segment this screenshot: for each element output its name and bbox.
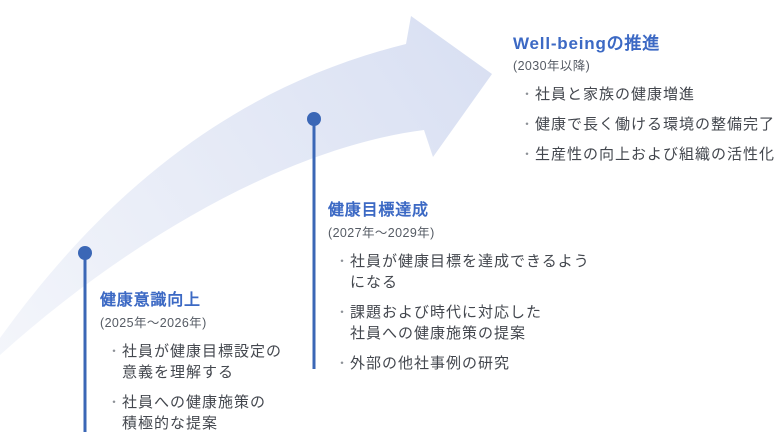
- bullet-item: ・ 健康で長く働ける環境の整備完了: [521, 114, 775, 135]
- arrow-swoosh: [0, 16, 492, 355]
- bullet-item: ・ 外部の他社事例の研究: [336, 353, 590, 374]
- bullet-text: 外部の他社事例の研究: [350, 355, 511, 372]
- bullet-text: 社員への健康施策の 積極的な提案: [122, 394, 267, 432]
- bullet-item: ・ 社員が健康目標を達成できるよう になる: [336, 251, 590, 293]
- bullet-icon: ・: [108, 344, 121, 358]
- bullet-icon: ・: [336, 254, 349, 268]
- milestone-period: (2025年〜2026年): [100, 316, 207, 330]
- bullet-item: ・ 社員への健康施策の 積極的な提案: [108, 392, 282, 434]
- milestone-bullets: ・ 社員と家族の健康増進 ・ 健康で長く働ける環境の整備完了 ・ 生産性の向上お…: [513, 84, 775, 165]
- milestone-1: 健康意識向上 (2025年〜2026年) ・ 社員が健康目標設定の 意義を理解す…: [100, 290, 282, 434]
- milestone-bullets: ・ 社員が健康目標を達成できるよう になる ・ 課題および時代に対応した 社員へ…: [328, 251, 590, 374]
- bullet-text: 社員が健康目標を達成できるよう になる: [350, 253, 590, 291]
- bullet-text: 健康で長く働ける環境の整備完了: [535, 116, 776, 133]
- milestone-period: (2027年〜2029年): [328, 226, 435, 240]
- bullet-item: ・ 社員と家族の健康増進: [521, 84, 775, 105]
- bullet-icon: ・: [108, 395, 121, 409]
- milestone-3: Well-beingの推進 (2030年以降) ・ 社員と家族の健康増進 ・ 健…: [513, 32, 775, 174]
- bullet-item: ・ 課題および時代に対応した 社員への健康施策の提案: [336, 302, 590, 344]
- bullet-icon: ・: [521, 147, 534, 161]
- milestone-title: 健康意識向上: [100, 292, 201, 309]
- milestone-period: (2030年以降): [513, 59, 591, 73]
- milestone-bullets: ・ 社員が健康目標設定の 意義を理解する ・ 社員への健康施策の 積極的な提案: [100, 341, 282, 434]
- bullet-icon: ・: [336, 356, 349, 370]
- milestone-title: Well-beingの推進: [513, 34, 661, 53]
- bullet-icon: ・: [336, 305, 349, 319]
- bullet-text: 課題および時代に対応した 社員への健康施策の提案: [350, 304, 543, 342]
- milestone-2: 健康目標達成 (2027年〜2029年) ・ 社員が健康目標を達成できるよう に…: [328, 200, 590, 383]
- bullet-icon: ・: [521, 117, 534, 131]
- bullet-text: 社員が健康目標設定の 意義を理解する: [122, 343, 283, 381]
- bullet-icon: ・: [521, 87, 534, 101]
- bullet-text: 生産性の向上および組織の活性化: [535, 146, 776, 163]
- bullet-text: 社員と家族の健康増進: [535, 86, 696, 103]
- milestone-1-marker-dot: [78, 246, 92, 260]
- milestone-title: 健康目標達成: [328, 202, 429, 219]
- bullet-item: ・ 生産性の向上および組織の活性化: [521, 144, 775, 165]
- milestone-2-marker-dot: [307, 112, 321, 126]
- bullet-item: ・ 社員が健康目標設定の 意義を理解する: [108, 341, 282, 383]
